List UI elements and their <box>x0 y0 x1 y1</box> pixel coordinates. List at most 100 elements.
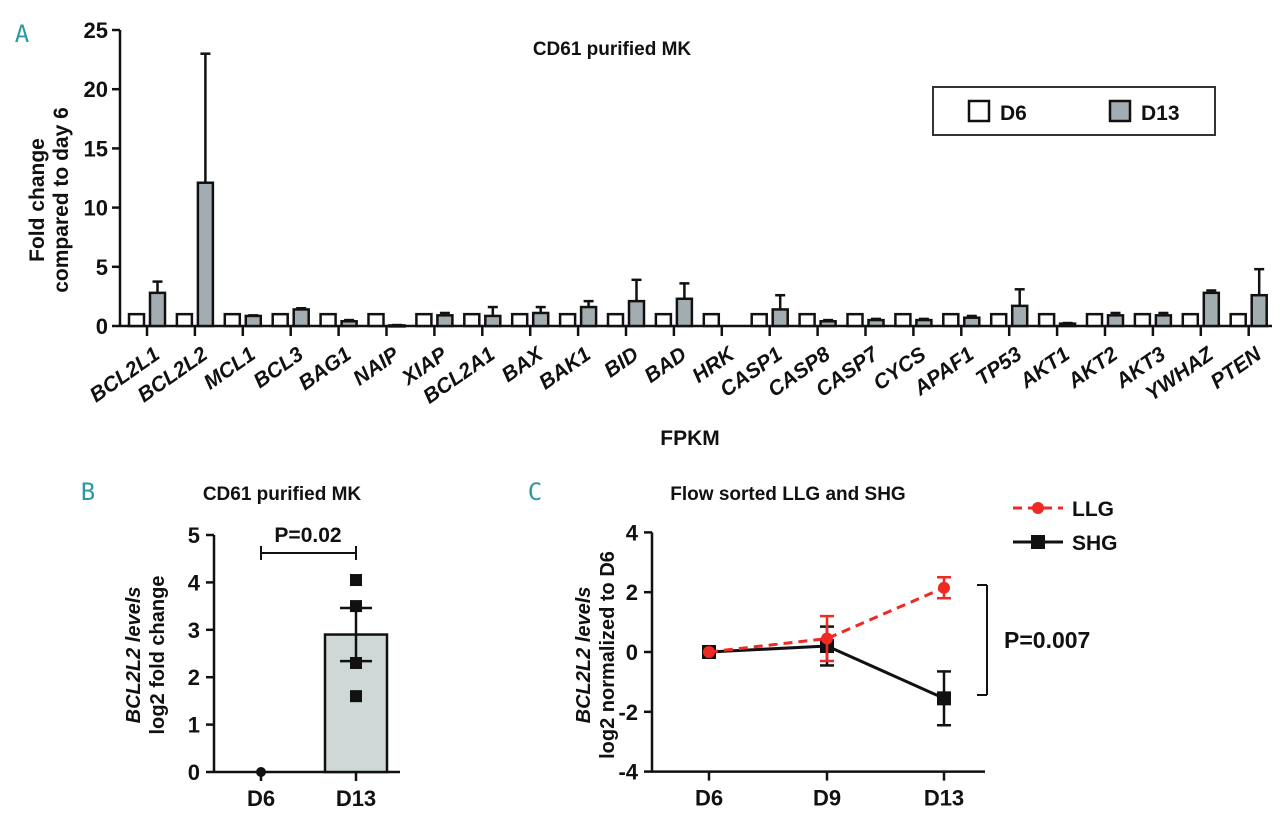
bar-d6 <box>319 312 337 328</box>
bar-d6 <box>1133 312 1152 328</box>
x-tick-label-a: TP53 <box>972 343 1027 391</box>
x-tick-label-a: BCL3 <box>249 343 307 393</box>
bar-d6 <box>271 312 289 328</box>
y-tick-label-b: 4 <box>188 570 201 595</box>
bar-d13 <box>867 318 885 328</box>
bar-d13 <box>484 314 502 328</box>
data-point-shg <box>937 691 951 706</box>
chart-title-a: CD61 purified MK <box>533 39 692 60</box>
bar-d6 <box>463 312 481 328</box>
x-tick-label-c: D13 <box>924 786 964 811</box>
bar-d13 <box>963 316 981 328</box>
y-tick-label-b: 3 <box>188 618 200 643</box>
p-value-b: P=0.02 <box>274 524 341 547</box>
bar-d6 <box>1085 312 1104 328</box>
legend-swatch-d6 <box>967 99 991 123</box>
bar-d13 <box>292 308 310 328</box>
bar-d6 <box>1181 312 1200 328</box>
data-point-llg <box>938 581 950 594</box>
bar-d6 <box>846 312 864 328</box>
y-tick-label-a: 5 <box>96 255 108 280</box>
y-tick-label-c: 0 <box>626 640 638 665</box>
y-axis-label-line: BCL2L2 levels <box>123 587 145 724</box>
y-axis-label-line: compared to day 6 <box>50 107 73 293</box>
bar-d6 <box>1229 312 1247 328</box>
bar-d6 <box>989 312 1008 328</box>
bar-d6 <box>654 312 673 328</box>
bar-d13 <box>1010 304 1029 328</box>
x-tick-label-c: D6 <box>695 786 723 811</box>
y-tick-label-b: 2 <box>188 665 200 690</box>
x-tick-label-a: BAD <box>640 343 690 388</box>
bar-d6 <box>894 312 912 328</box>
bar-d6 <box>750 312 768 328</box>
bar-d6 <box>127 312 146 328</box>
x-axis-label-a: FPKM <box>660 427 720 450</box>
y-axis-label-a: Fold changecompared to day 6 <box>26 107 73 293</box>
legend-label-shg: SHG <box>1072 532 1118 555</box>
y-tick-label-a: 0 <box>96 314 108 339</box>
x-tick-label-a: BAK1 <box>535 343 595 395</box>
bar-d6 <box>1037 312 1056 328</box>
bar-d6 <box>702 312 721 328</box>
bar-d6 <box>558 312 577 328</box>
bar-d13 <box>627 299 646 328</box>
panel-letter-B: B <box>81 478 95 506</box>
p-value-c: P=0.007 <box>1004 627 1090 653</box>
y-tick-label-a: 10 <box>84 196 108 221</box>
legend-marker <box>1032 502 1044 514</box>
bar-d13 <box>771 308 789 328</box>
panel-letter-A: A <box>15 20 30 48</box>
y-tick-label-b: 5 <box>188 523 200 548</box>
x-tick-label-a: MCL1 <box>200 343 260 395</box>
data-point-llg <box>821 632 833 645</box>
bar-d13 <box>1202 291 1221 328</box>
y-tick-label-a: 15 <box>84 136 108 161</box>
legend-label-d6: D6 <box>1000 102 1027 125</box>
bar-d13 <box>1058 322 1077 328</box>
chart-title-c: Flow sorted LLG and SHG <box>670 484 905 505</box>
x-tick-label-a: BAG1 <box>295 343 356 395</box>
y-tick-label-c: -4 <box>618 760 638 785</box>
bar-d6 <box>942 312 960 328</box>
bar-d6 <box>367 312 385 328</box>
x-tick-label-a: NAIP <box>349 342 404 390</box>
x-tick-label-b: D13 <box>336 786 376 811</box>
bar-d6 <box>510 312 529 328</box>
panel-letter-C: C <box>528 478 542 506</box>
data-point-llg <box>703 646 715 658</box>
y-tick-label-c: 2 <box>626 580 638 605</box>
data-point <box>350 574 362 587</box>
legend-marker <box>1031 535 1045 549</box>
bar-d13 <box>1154 314 1173 328</box>
y-axis-label-line: BCL2L2 levels <box>573 587 595 724</box>
series-line-llg <box>708 586 945 654</box>
y-axis-label-c: BCL2L2 levels log2 normalized to D6 <box>573 551 619 759</box>
y-tick-label-c: 4 <box>626 520 639 545</box>
y-axis-label-line: log2 normalized to D6 <box>597 551 619 759</box>
bar-d13 <box>1250 293 1268 328</box>
legend-label-d13: D13 <box>1141 102 1180 125</box>
bar-d13 <box>531 311 550 328</box>
y-tick-label-a: 20 <box>84 77 108 102</box>
bar-d13 <box>196 181 215 328</box>
y-tick-label-b: 1 <box>188 713 200 738</box>
x-tick-label-a: AKT1 <box>1015 343 1074 394</box>
bar-d6 <box>223 312 242 328</box>
bar-d13 <box>915 318 933 328</box>
y-tick-label-c: -2 <box>618 700 638 725</box>
bar-d13 <box>436 314 454 328</box>
bar-d6 <box>175 312 194 328</box>
y-axis-label-b: BCL2L2 levels log2 fold change <box>123 576 169 735</box>
bar-d13 <box>579 305 598 328</box>
x-tick-label-a: AKT2 <box>1063 343 1122 394</box>
bar-d13 <box>675 297 694 328</box>
bar-d13 <box>244 314 263 328</box>
legend-swatch-d13 <box>1108 99 1132 123</box>
x-tick-label-c: D9 <box>813 786 841 811</box>
bar-d13 <box>148 291 167 328</box>
y-axis-label-line: Fold change <box>26 138 49 262</box>
y-tick-label-b: 0 <box>188 760 200 785</box>
y-axis-label-line: log2 fold change <box>147 576 169 735</box>
